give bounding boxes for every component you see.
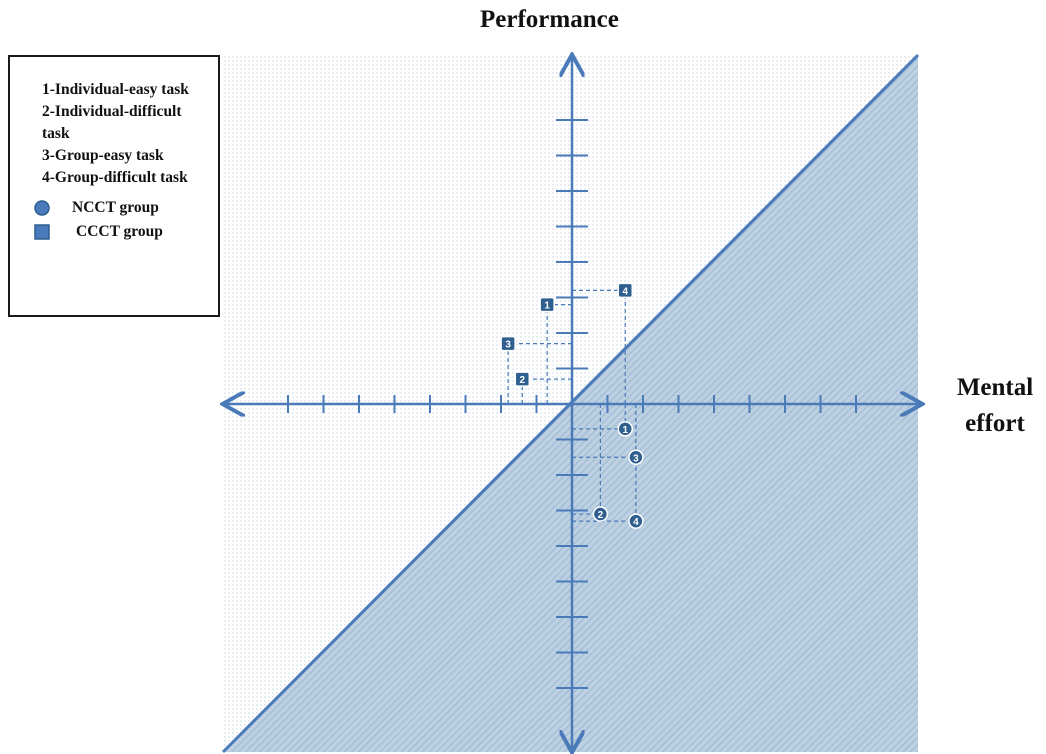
data-points: 1 2 3 4 1 2 3 4 bbox=[500, 282, 644, 529]
legend-task-1: 1-Individual-easy task bbox=[42, 81, 189, 98]
y-axis-label: Performance bbox=[480, 6, 619, 33]
legend-task-2: 2-Individual-difficult task bbox=[42, 103, 182, 142]
point-label: 3 bbox=[633, 453, 639, 464]
legend-task-4: 4-Group-difficult task bbox=[42, 169, 188, 186]
legend-task-3: 3-Group-easy task bbox=[42, 147, 164, 164]
circle-marker bbox=[628, 513, 644, 529]
point-label: 4 bbox=[633, 517, 639, 528]
ccct-point-1: 1 bbox=[539, 296, 555, 313]
ccct-point-4: 4 bbox=[617, 282, 633, 299]
point-label: 2 bbox=[598, 510, 604, 521]
ccct-point-3: 3 bbox=[500, 335, 516, 352]
point-label: 1 bbox=[622, 425, 628, 436]
ncct-point-1: 1 bbox=[617, 421, 633, 437]
circle-marker bbox=[628, 449, 644, 465]
point-label: 2 bbox=[520, 375, 526, 386]
square-marker-icon bbox=[34, 224, 50, 240]
ncct-point-2: 2 bbox=[592, 506, 609, 522]
ccct-point-2: 2 bbox=[514, 371, 531, 387]
square-marker bbox=[539, 296, 555, 313]
x-axis-label-line1: Mental bbox=[956, 374, 1034, 401]
square-marker bbox=[514, 371, 531, 387]
point-label: 3 bbox=[505, 340, 511, 351]
legend-ncct-label: NCCT group bbox=[72, 199, 159, 216]
point-label: 1 bbox=[544, 301, 550, 312]
circle-marker bbox=[617, 421, 633, 437]
legend-ncct: NCCT group bbox=[34, 197, 212, 219]
legend: 1-Individual-easy task 2-Individual-diff… bbox=[8, 55, 220, 317]
circle-marker bbox=[592, 506, 609, 522]
ncct-point-4: 4 bbox=[628, 513, 644, 529]
point-label: 4 bbox=[622, 286, 628, 297]
axes bbox=[225, 57, 920, 750]
square-marker bbox=[617, 282, 633, 299]
circle-marker-icon bbox=[34, 200, 50, 216]
x-axis-label: Mental effort bbox=[945, 370, 1045, 442]
legend-ccct: CCCT group bbox=[34, 221, 212, 243]
square-marker bbox=[500, 335, 516, 352]
ncct-point-3: 3 bbox=[628, 449, 644, 465]
legend-ccct-label: CCCT group bbox=[76, 223, 163, 240]
x-axis-label-line2: effort bbox=[965, 410, 1025, 437]
